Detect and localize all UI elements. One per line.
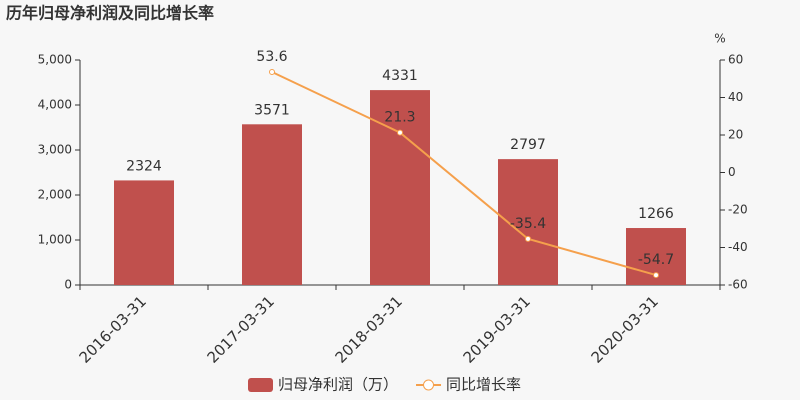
y-tick-label: 2,000: [38, 188, 72, 202]
y2-tick-label: 60: [728, 53, 743, 67]
line-value-label: -35.4: [510, 216, 546, 232]
bar: [114, 180, 174, 285]
legend-item: 归母净利润（万）: [248, 376, 398, 394]
chart-title: 历年归母净利润及同比增长率: [6, 4, 214, 23]
line-point: [397, 129, 403, 136]
bar-value-label: 1266: [638, 206, 674, 222]
y2-tick-label: 20: [728, 128, 743, 142]
bar-value-label: 3571: [254, 102, 290, 118]
line-point: [269, 69, 275, 75]
legend-marker: [423, 379, 435, 391]
y2-tick-label: -40: [728, 240, 748, 254]
bar-value-label: 2797: [510, 137, 546, 153]
line-value-label: -54.7: [638, 252, 674, 268]
y2-tick-label: 0: [728, 165, 736, 179]
y-tick-label: 4,000: [38, 98, 72, 112]
line: [271, 71, 657, 277]
bar-value-label: 4331: [382, 68, 418, 84]
y-tick-label: 5,000: [38, 53, 72, 67]
bar-value-label: 2324: [126, 158, 162, 174]
legend-label: 归母净利润（万）: [278, 376, 398, 394]
y-tick-label: 1,000: [38, 233, 72, 247]
legend-label: 同比增长率: [446, 376, 521, 394]
line-value-label: 21.3: [384, 110, 415, 126]
y2-tick-label: -60: [728, 278, 748, 292]
y2-axis-unit: %: [714, 32, 725, 46]
line-value-label: 53.6: [256, 49, 287, 65]
y-tick-label: 3,000: [38, 143, 72, 157]
y-tick-label: 0: [64, 278, 72, 292]
line-point: [525, 235, 531, 242]
bar: [242, 124, 302, 286]
y2-tick-label: 40: [728, 90, 743, 104]
y2-tick-label: -20: [728, 203, 748, 217]
legend-item: 同比增长率: [416, 376, 521, 394]
legend-swatch: [248, 378, 273, 392]
line-point: [653, 272, 659, 279]
